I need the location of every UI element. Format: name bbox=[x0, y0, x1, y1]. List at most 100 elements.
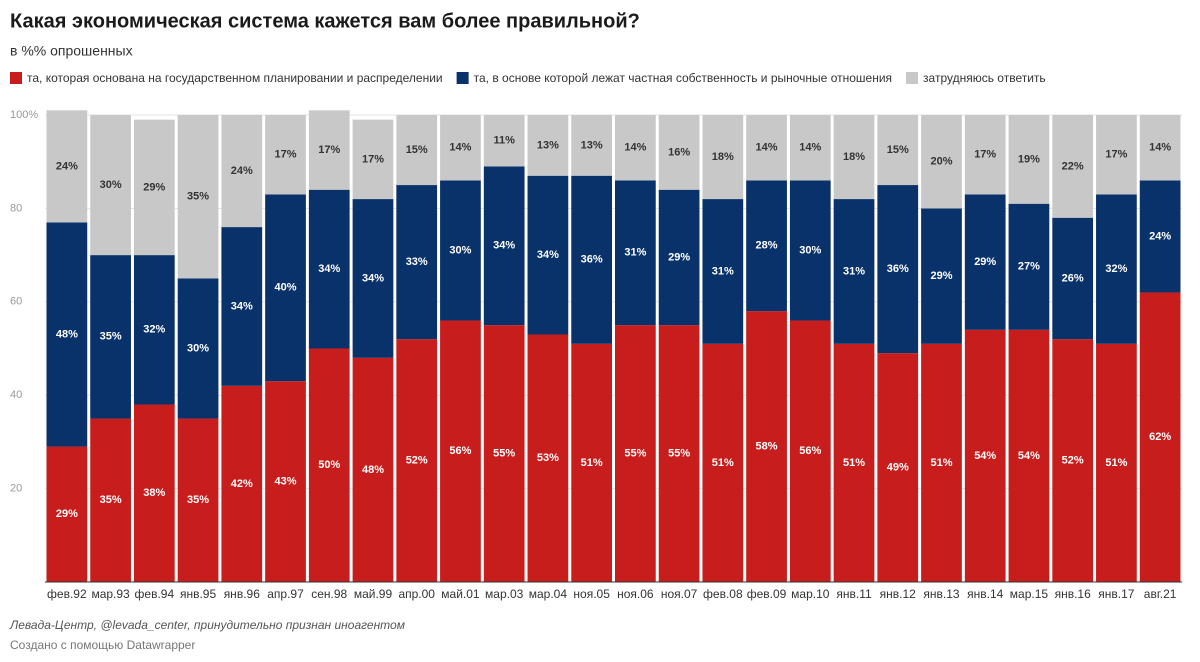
data-label: 30% bbox=[100, 179, 122, 191]
credit: Создано с помощью Datawrapper bbox=[10, 638, 195, 652]
data-label: 56% bbox=[449, 445, 471, 457]
bar-segment bbox=[746, 180, 787, 312]
data-label: 17% bbox=[362, 153, 384, 165]
bar-segment bbox=[46, 110, 88, 223]
data-label: 17% bbox=[318, 144, 340, 156]
data-label: 17% bbox=[275, 149, 297, 161]
data-label: 14% bbox=[449, 142, 471, 154]
bar-segment bbox=[1096, 343, 1137, 582]
bar-segment bbox=[746, 115, 787, 181]
data-label: 29% bbox=[974, 256, 996, 268]
data-label: 34% bbox=[493, 240, 515, 252]
legend-label: та, в основе которой лежат частная собст… bbox=[474, 71, 892, 85]
bar-segment bbox=[133, 255, 175, 405]
bar-segment bbox=[46, 446, 88, 582]
bar-segment bbox=[833, 199, 875, 344]
y-tick-label: 40 bbox=[10, 389, 22, 401]
data-label: 24% bbox=[231, 165, 253, 177]
bar-segment bbox=[964, 115, 1006, 195]
data-label: 18% bbox=[712, 151, 734, 163]
bar-segment bbox=[308, 189, 350, 349]
x-tick-label: май.01 bbox=[441, 587, 480, 601]
data-label: 31% bbox=[624, 247, 646, 259]
data-label: 28% bbox=[756, 240, 778, 252]
data-label: 16% bbox=[668, 146, 690, 158]
chart-title: Какая экономическая система кажется вам … bbox=[10, 10, 640, 32]
data-label: 14% bbox=[624, 142, 646, 154]
bar-segment bbox=[1052, 217, 1094, 340]
x-tick-label: фев.08 bbox=[703, 587, 743, 601]
bar-segment bbox=[789, 115, 831, 181]
data-label: 32% bbox=[1105, 263, 1127, 275]
legend-label: та, которая основана на государственном … bbox=[27, 71, 443, 85]
data-label: 40% bbox=[275, 282, 297, 294]
data-label: 42% bbox=[231, 478, 253, 490]
bar-segment bbox=[440, 115, 481, 181]
data-label: 49% bbox=[887, 461, 909, 473]
bar-segment bbox=[90, 255, 131, 419]
bar-segment bbox=[658, 189, 700, 326]
bar-segment bbox=[133, 404, 175, 582]
data-label: 36% bbox=[581, 254, 603, 266]
data-label: 13% bbox=[537, 139, 559, 151]
bar-segment bbox=[702, 343, 744, 582]
x-tick-label: ноя.06 bbox=[617, 587, 654, 601]
y-tick-label: 100% bbox=[10, 109, 38, 121]
bar-segment bbox=[964, 194, 1006, 330]
data-label: 62% bbox=[1149, 431, 1171, 443]
data-label: 55% bbox=[493, 447, 515, 459]
bar-segment bbox=[483, 115, 525, 167]
bar-segment bbox=[789, 180, 831, 321]
bar-segment bbox=[658, 115, 700, 190]
data-label: 14% bbox=[1149, 142, 1171, 154]
data-label: 15% bbox=[887, 144, 909, 156]
bar-segment bbox=[133, 119, 175, 256]
data-label: 51% bbox=[1105, 457, 1127, 469]
data-label: 13% bbox=[581, 139, 603, 151]
x-tick-label: фев.09 bbox=[747, 587, 787, 601]
bar-segment bbox=[90, 418, 131, 582]
data-label: 29% bbox=[56, 508, 78, 520]
legend-swatch bbox=[10, 72, 22, 84]
data-label: 50% bbox=[318, 459, 340, 471]
bar-segment bbox=[221, 227, 263, 386]
data-label: 51% bbox=[581, 457, 603, 469]
data-label: 52% bbox=[1062, 454, 1084, 466]
bar-segment bbox=[833, 343, 875, 582]
data-label: 51% bbox=[843, 457, 865, 469]
bar-segment bbox=[396, 185, 438, 340]
data-label: 48% bbox=[362, 464, 384, 476]
bar-segment bbox=[615, 180, 656, 326]
bar-segment bbox=[1008, 329, 1050, 582]
data-label: 55% bbox=[624, 447, 646, 459]
bar-segment bbox=[833, 115, 875, 200]
bar-segment bbox=[1008, 115, 1050, 204]
x-tick-label: ноя.07 bbox=[661, 587, 698, 601]
data-label: 35% bbox=[187, 191, 209, 203]
x-tick-label: янв.11 bbox=[836, 587, 872, 601]
data-label: 18% bbox=[843, 151, 865, 163]
bar-segment bbox=[1052, 115, 1094, 218]
legend-label: затрудняюсь ответить bbox=[923, 71, 1046, 85]
x-tick-label: авг.21 bbox=[1144, 587, 1177, 601]
bar-segment bbox=[352, 357, 394, 582]
data-label: 32% bbox=[143, 324, 165, 336]
x-tick-label: апр.00 bbox=[398, 587, 435, 601]
x-tick-label: ноя.05 bbox=[573, 587, 610, 601]
data-label: 36% bbox=[887, 263, 909, 275]
data-label: 30% bbox=[449, 244, 471, 256]
x-tick-label: сен.98 bbox=[311, 587, 347, 601]
bar-segment bbox=[746, 311, 787, 582]
bar-segment bbox=[921, 115, 962, 209]
bar-segment bbox=[571, 115, 612, 176]
bar-segment bbox=[702, 115, 744, 200]
y-tick-label: 20 bbox=[10, 483, 22, 495]
data-label: 48% bbox=[56, 328, 78, 340]
bar-segment bbox=[177, 418, 219, 582]
data-label: 54% bbox=[1018, 450, 1040, 462]
data-label: 31% bbox=[712, 265, 734, 277]
data-label: 56% bbox=[799, 445, 821, 457]
bar-segment bbox=[90, 115, 131, 256]
x-tick-label: янв.96 bbox=[224, 587, 261, 601]
data-label: 31% bbox=[843, 265, 865, 277]
